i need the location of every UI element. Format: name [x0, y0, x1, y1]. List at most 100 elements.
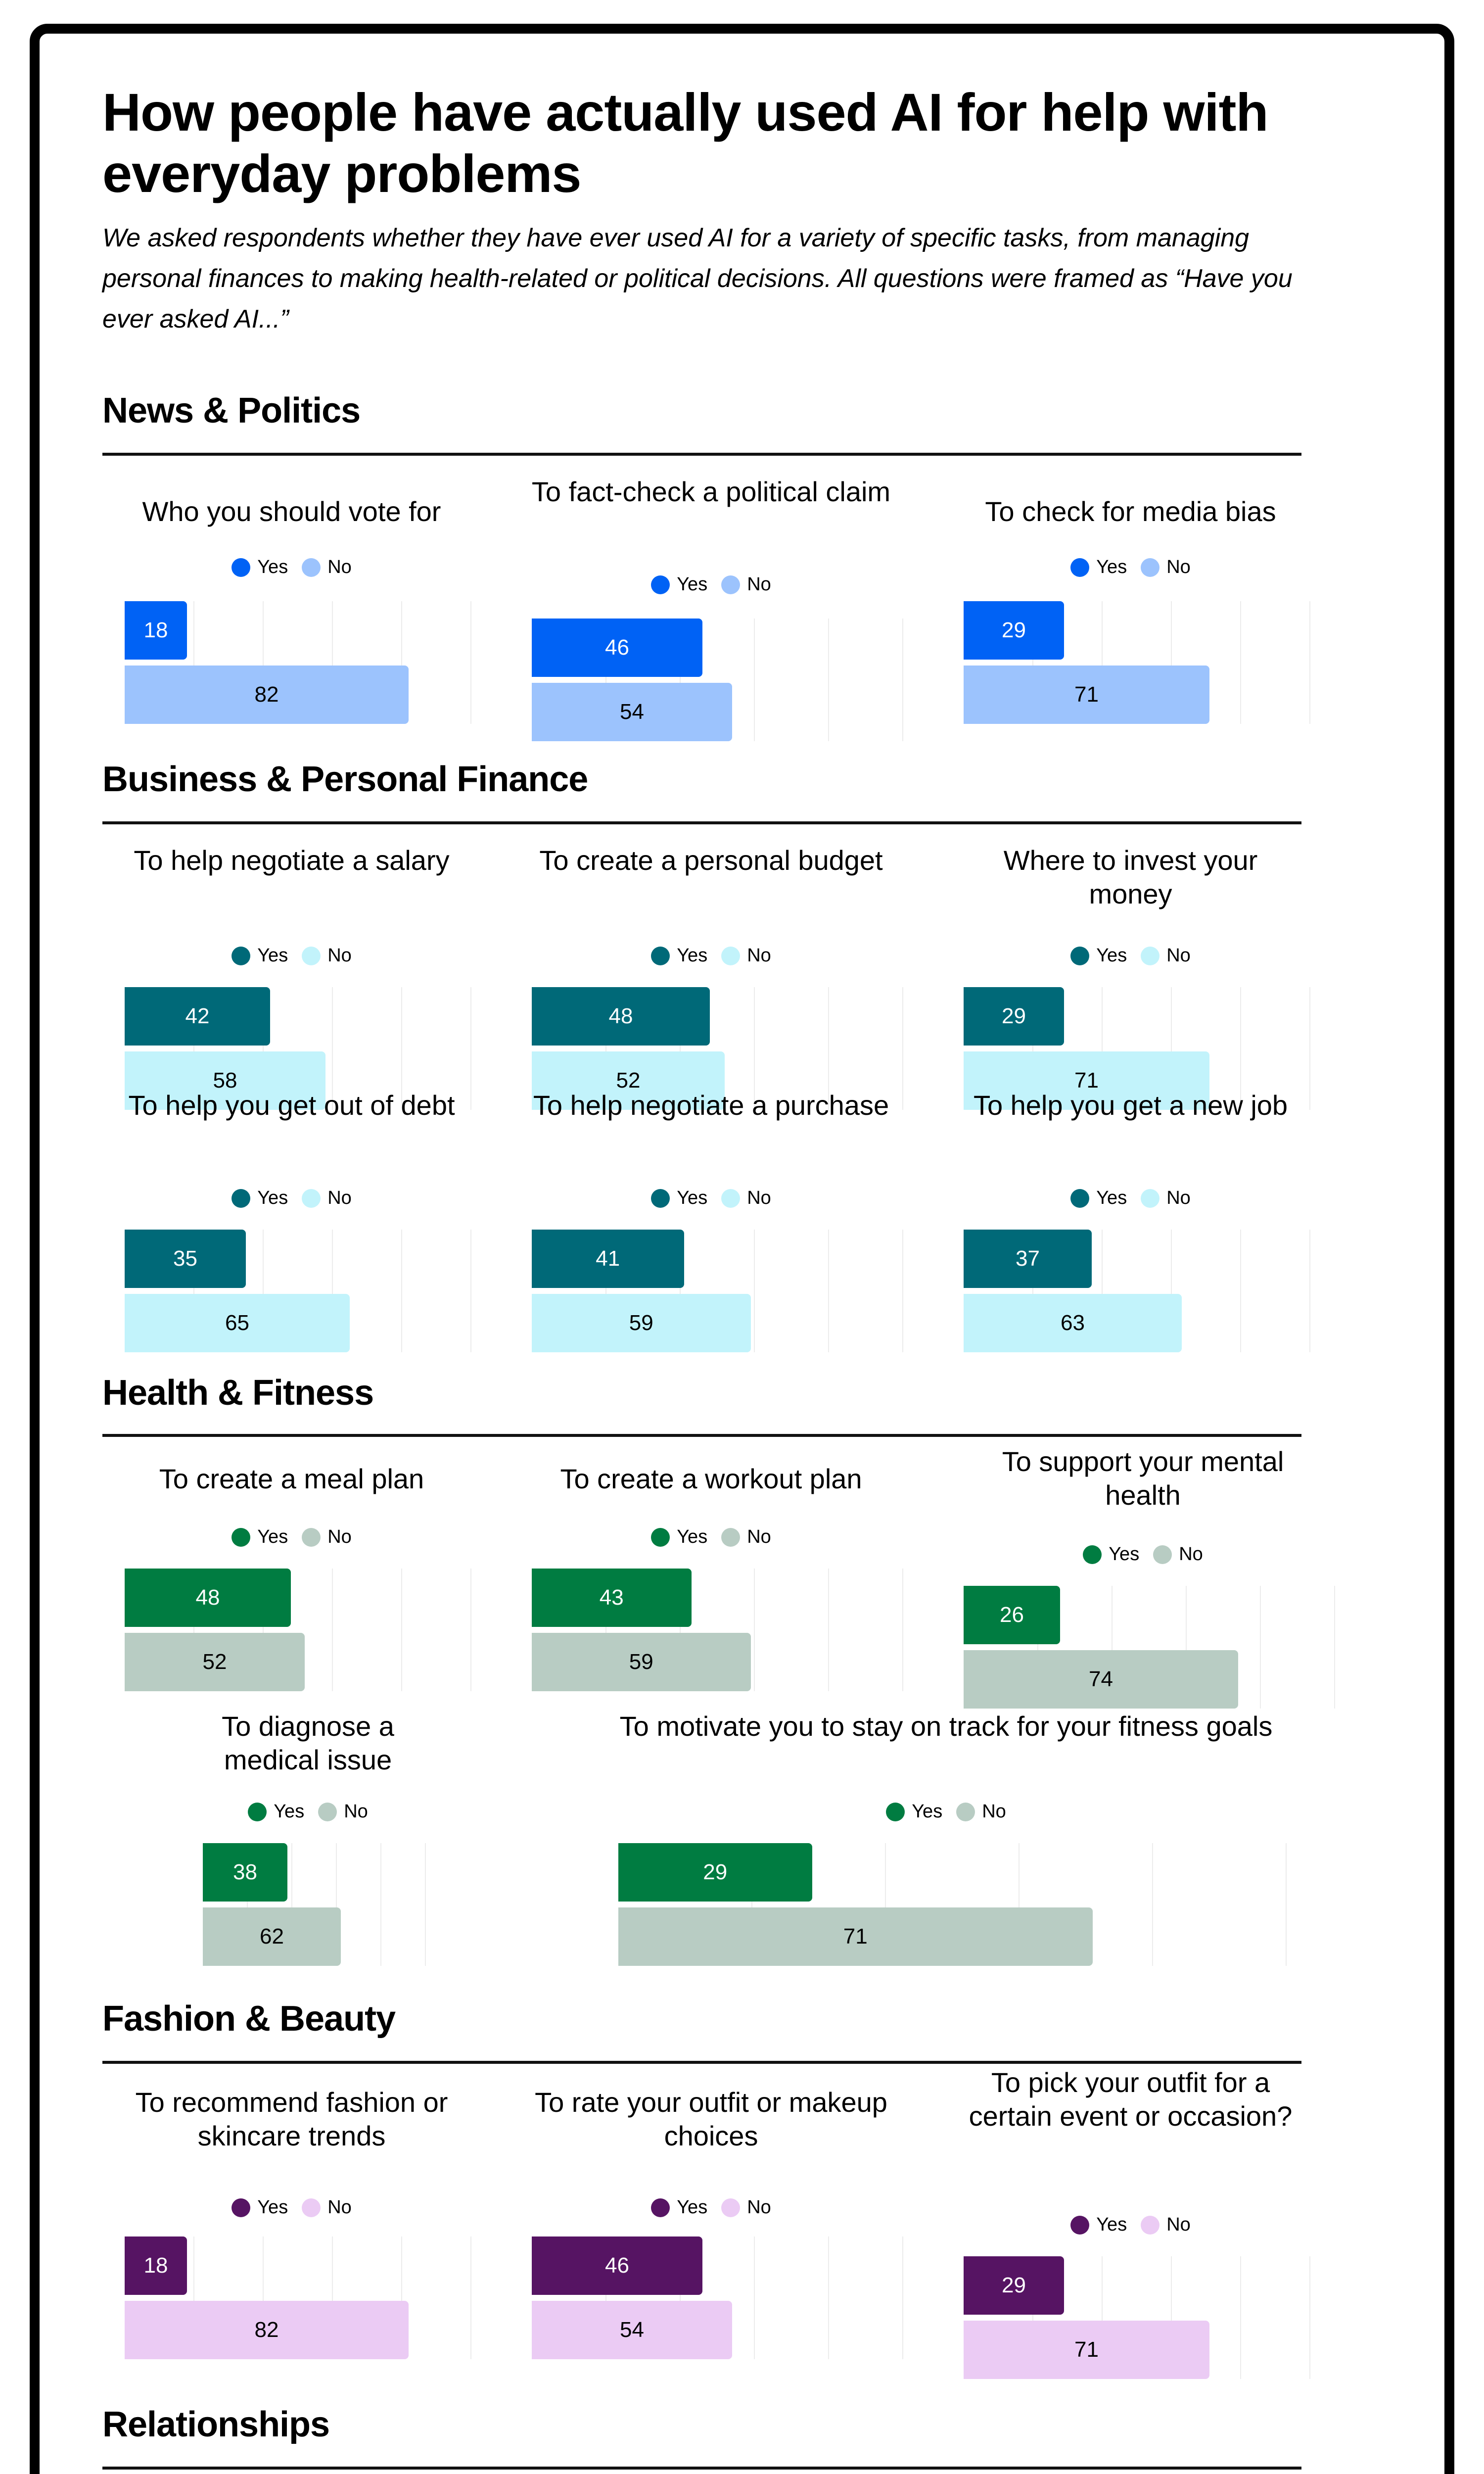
bar-no-value: 71	[1074, 1068, 1099, 1093]
bar-yes-value: 41	[596, 1246, 620, 1271]
gridline	[902, 987, 903, 1110]
legend-yes-dot-icon	[651, 1527, 670, 1547]
plot-area: 37 63	[964, 1230, 1310, 1352]
gridline	[336, 1843, 337, 1966]
gridline	[1152, 1843, 1153, 1966]
bar-no: 54	[532, 2301, 732, 2359]
bar-yes: 18	[125, 601, 187, 660]
bar-chart-to-create-a-personal-budget: To create a personal budget Yes No 48 52	[510, 844, 913, 1116]
bar-yes-value: 46	[605, 2253, 629, 2278]
chart-legend: Yes No	[102, 1188, 481, 1209]
gridline	[1260, 1586, 1261, 1709]
bar-yes: 46	[532, 2236, 702, 2295]
section-divider	[102, 2467, 1301, 2470]
legend-item-no: No	[721, 574, 771, 595]
gridline	[263, 601, 264, 724]
gridline	[754, 2236, 755, 2359]
gridline	[1102, 601, 1103, 724]
gridline	[680, 618, 681, 741]
bar-yes: 26	[964, 1586, 1060, 1644]
bar-chart-to-recommend-fashion-or-skincare-trends: To recommend fashion or skincare trends Y…	[102, 2086, 481, 2365]
bar-no: 65	[125, 1294, 350, 1352]
chart-title: To help negotiate a salary	[134, 845, 450, 876]
legend-yes-label: Yes	[257, 1526, 288, 1547]
gridline	[1032, 1230, 1033, 1352]
bar-no: 63	[964, 1294, 1182, 1352]
page-subtitle: We asked respondents whether they have e…	[102, 224, 1293, 333]
section-heading-fashion-beauty: Fashion & Beauty	[102, 1999, 396, 2039]
bar-chart-to-motivate-you-to-stay-on-track-for-you: To motivate you to stay on track for you…	[596, 1710, 1296, 1972]
bar-yes: 29	[964, 987, 1064, 1046]
bar-yes: 46	[532, 618, 702, 677]
chart-legend: Yes No	[510, 2197, 913, 2218]
legend-no-label: No	[982, 1801, 1006, 1822]
legend-no-label: No	[327, 945, 352, 966]
legend-no-dot-icon	[1153, 1545, 1172, 1564]
bar-yes: 37	[964, 1230, 1092, 1288]
gridline	[828, 1569, 829, 1691]
bar-yes: 29	[964, 601, 1064, 660]
gridline	[470, 601, 471, 724]
bar-no-value: 59	[629, 1650, 653, 1674]
gridline	[1334, 1586, 1335, 1709]
bar-chart-to-help-you-get-out-of-debt: To help you get out of debt Yes No 35 65	[102, 1089, 481, 1358]
legend-item-yes: Yes	[1070, 945, 1127, 966]
legend-no-dot-icon	[956, 1802, 975, 1821]
legend-item-no: No	[1141, 2214, 1191, 2236]
plot-area: 29 71	[964, 601, 1310, 724]
legend-no-dot-icon	[721, 1527, 741, 1547]
gridline	[1032, 2256, 1033, 2379]
bar-yes-value: 38	[233, 1860, 257, 1884]
plot-area: 29 71	[618, 1843, 1287, 1966]
chart-legend: Yes No	[941, 2214, 1320, 2236]
legend-no-label: No	[1166, 557, 1191, 577]
gridline	[1240, 1230, 1241, 1352]
gridline	[1171, 601, 1172, 724]
chart-legend: Yes No	[510, 574, 913, 595]
bar-no-value: 63	[1061, 1311, 1085, 1335]
gridline	[263, 987, 264, 1110]
section-heading-news-politics: News & Politics	[102, 391, 361, 430]
bar-yes-value: 48	[195, 1585, 220, 1610]
chart-legend: Yes No	[181, 1801, 435, 1822]
legend-no-label: No	[1166, 945, 1191, 966]
legend-no-label: No	[327, 1526, 352, 1547]
gridline	[1032, 601, 1033, 724]
section-divider	[102, 453, 1301, 456]
bar-no: 62	[203, 1907, 341, 1966]
page-title: How people have actually used AI for hel…	[102, 82, 1268, 203]
legend-item-yes: Yes	[1070, 1188, 1127, 1209]
gridline	[470, 987, 471, 1110]
legend-no-label: No	[747, 2197, 771, 2218]
gridline	[1309, 1230, 1310, 1352]
bar-yes-value: 48	[608, 1004, 633, 1028]
gridline	[605, 618, 606, 741]
gridline	[193, 601, 194, 724]
section-heading-relationships: Relationships	[102, 2405, 330, 2444]
legend-item-yes: Yes	[1070, 2214, 1127, 2236]
legend-yes-dot-icon	[232, 2198, 251, 2217]
legend-yes-label: Yes	[1096, 1188, 1127, 1208]
legend-yes-label: Yes	[257, 945, 288, 966]
bar-yes-value: 26	[1000, 1603, 1024, 1627]
bar-chart-to-diagnose-a-medical-issue: To diagnose a medical issue Yes No 38 62	[181, 1710, 435, 1972]
legend-item-no: No	[721, 1188, 771, 1209]
gridline	[754, 987, 755, 1110]
gridline	[828, 2236, 829, 2359]
chart-title: Who you should vote for	[142, 496, 441, 527]
section-heading-health-fitness: Health & Fitness	[102, 1373, 374, 1413]
legend-yes-dot-icon	[232, 1189, 251, 1208]
gridline	[1112, 1586, 1113, 1709]
legend-item-no: No	[1141, 945, 1191, 966]
chart-title: To recommend fashion or skincare trends	[135, 2087, 448, 2151]
plot-area: 48 52	[125, 1569, 471, 1691]
legend-yes-label: Yes	[257, 1188, 288, 1208]
chart-title: To help you get a new job	[973, 1090, 1288, 1121]
bar-chart-to-help-you-get-a-new-job: To help you get a new job Yes No 37 63	[941, 1089, 1320, 1358]
bar-yes: 29	[964, 2256, 1064, 2315]
gridline	[605, 1569, 606, 1691]
gridline	[470, 1569, 471, 1691]
gridline	[193, 987, 194, 1110]
bar-no-value: 71	[1074, 682, 1099, 707]
bar-yes-value: 29	[1002, 1004, 1026, 1028]
